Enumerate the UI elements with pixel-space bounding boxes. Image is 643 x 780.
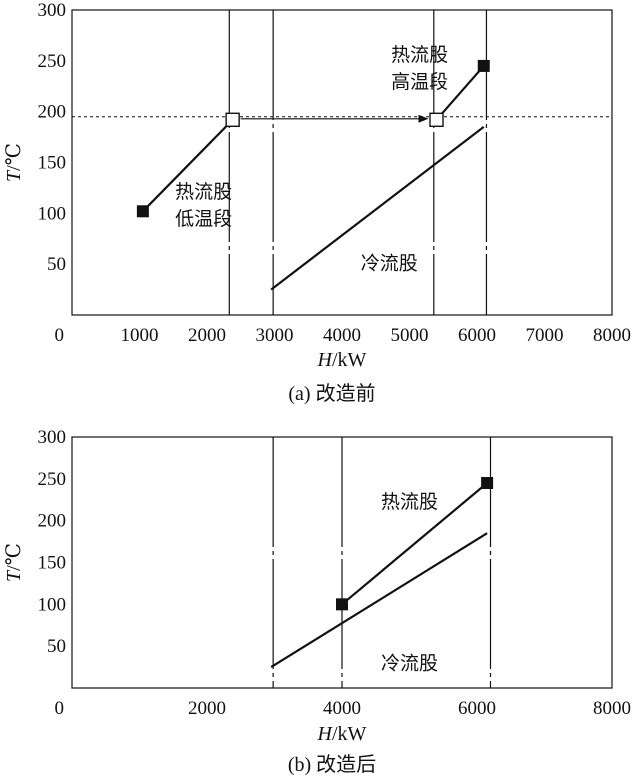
y-tick-label: 200 xyxy=(38,511,67,532)
y-tick-label: 250 xyxy=(38,51,67,72)
y-tick-label: 250 xyxy=(38,469,67,490)
y-tick-label: 150 xyxy=(38,153,67,174)
series-line-0 xyxy=(142,119,234,213)
x-tick-label: 4000 xyxy=(323,325,361,346)
filled-square-marker xyxy=(481,477,494,490)
x-tick-label: 8000 xyxy=(593,325,631,346)
stream-annotation: 冷流股 xyxy=(381,653,438,675)
filled-square-marker xyxy=(336,598,348,611)
x-axis-label: H/kW xyxy=(317,349,367,371)
chart-panel-1: 0 2000 4000 6000 8000 50 100 150 200 250 300 H/kW T/… xyxy=(3,427,631,776)
y-axis-label: T/℃ xyxy=(3,143,25,182)
x-tick-label: 2000 xyxy=(188,698,226,719)
y-axis-label: T/℃ xyxy=(3,543,25,582)
x-tick-label: 3000 xyxy=(256,325,294,346)
series-line-2 xyxy=(270,126,485,291)
x-tick-label: 2000 xyxy=(188,325,226,346)
x-tick-label: 6000 xyxy=(458,698,496,719)
stream-annotation: 热流股 xyxy=(175,181,232,203)
open-square-marker xyxy=(225,112,240,128)
x-tick-label: 1000 xyxy=(121,325,159,346)
shift-arrow-head xyxy=(418,114,429,123)
panel-caption: (a) 改造前 xyxy=(288,382,375,405)
y-tick-label: 100 xyxy=(38,203,67,224)
panel-caption: (b) 改造后 xyxy=(288,753,376,776)
stream-annotation: 高温段 xyxy=(391,71,448,93)
x-tick-label: 7000 xyxy=(526,325,564,346)
stream-annotation: 热流股 xyxy=(381,491,438,513)
series-line-0 xyxy=(341,482,488,606)
chart-panel-0: 0 1000 2000 3000 4000 5000 6000 7000 8000 50 100 15… xyxy=(3,0,631,405)
x-tick-label: 0 xyxy=(55,325,65,346)
y-tick-label: 50 xyxy=(47,254,66,275)
series-line-1 xyxy=(270,532,488,669)
x-tick-label: 6000 xyxy=(458,325,496,346)
y-tick-label: 150 xyxy=(38,553,67,574)
y-tick-label: 200 xyxy=(38,102,67,123)
filled-square-marker xyxy=(136,205,149,218)
filled-square-marker xyxy=(477,59,490,72)
stream-annotation: 冷流股 xyxy=(361,252,418,274)
x-tick-label: 4000 xyxy=(323,698,361,719)
x-tick-label: 8000 xyxy=(593,698,631,719)
open-square-marker xyxy=(429,112,444,128)
x-tick-label: 0 xyxy=(55,698,65,719)
stream-annotation: 热流股 xyxy=(391,44,448,66)
series-line-1 xyxy=(435,65,485,121)
x-axis-label: H/kW xyxy=(317,723,367,745)
x-tick-label: 5000 xyxy=(391,325,429,346)
y-tick-label: 300 xyxy=(38,0,67,21)
stream-annotation: 低温段 xyxy=(175,208,232,230)
plot-frame xyxy=(71,9,613,316)
y-tick-label: 100 xyxy=(38,594,67,615)
y-tick-label: 300 xyxy=(38,427,67,448)
y-tick-label: 50 xyxy=(47,636,66,657)
